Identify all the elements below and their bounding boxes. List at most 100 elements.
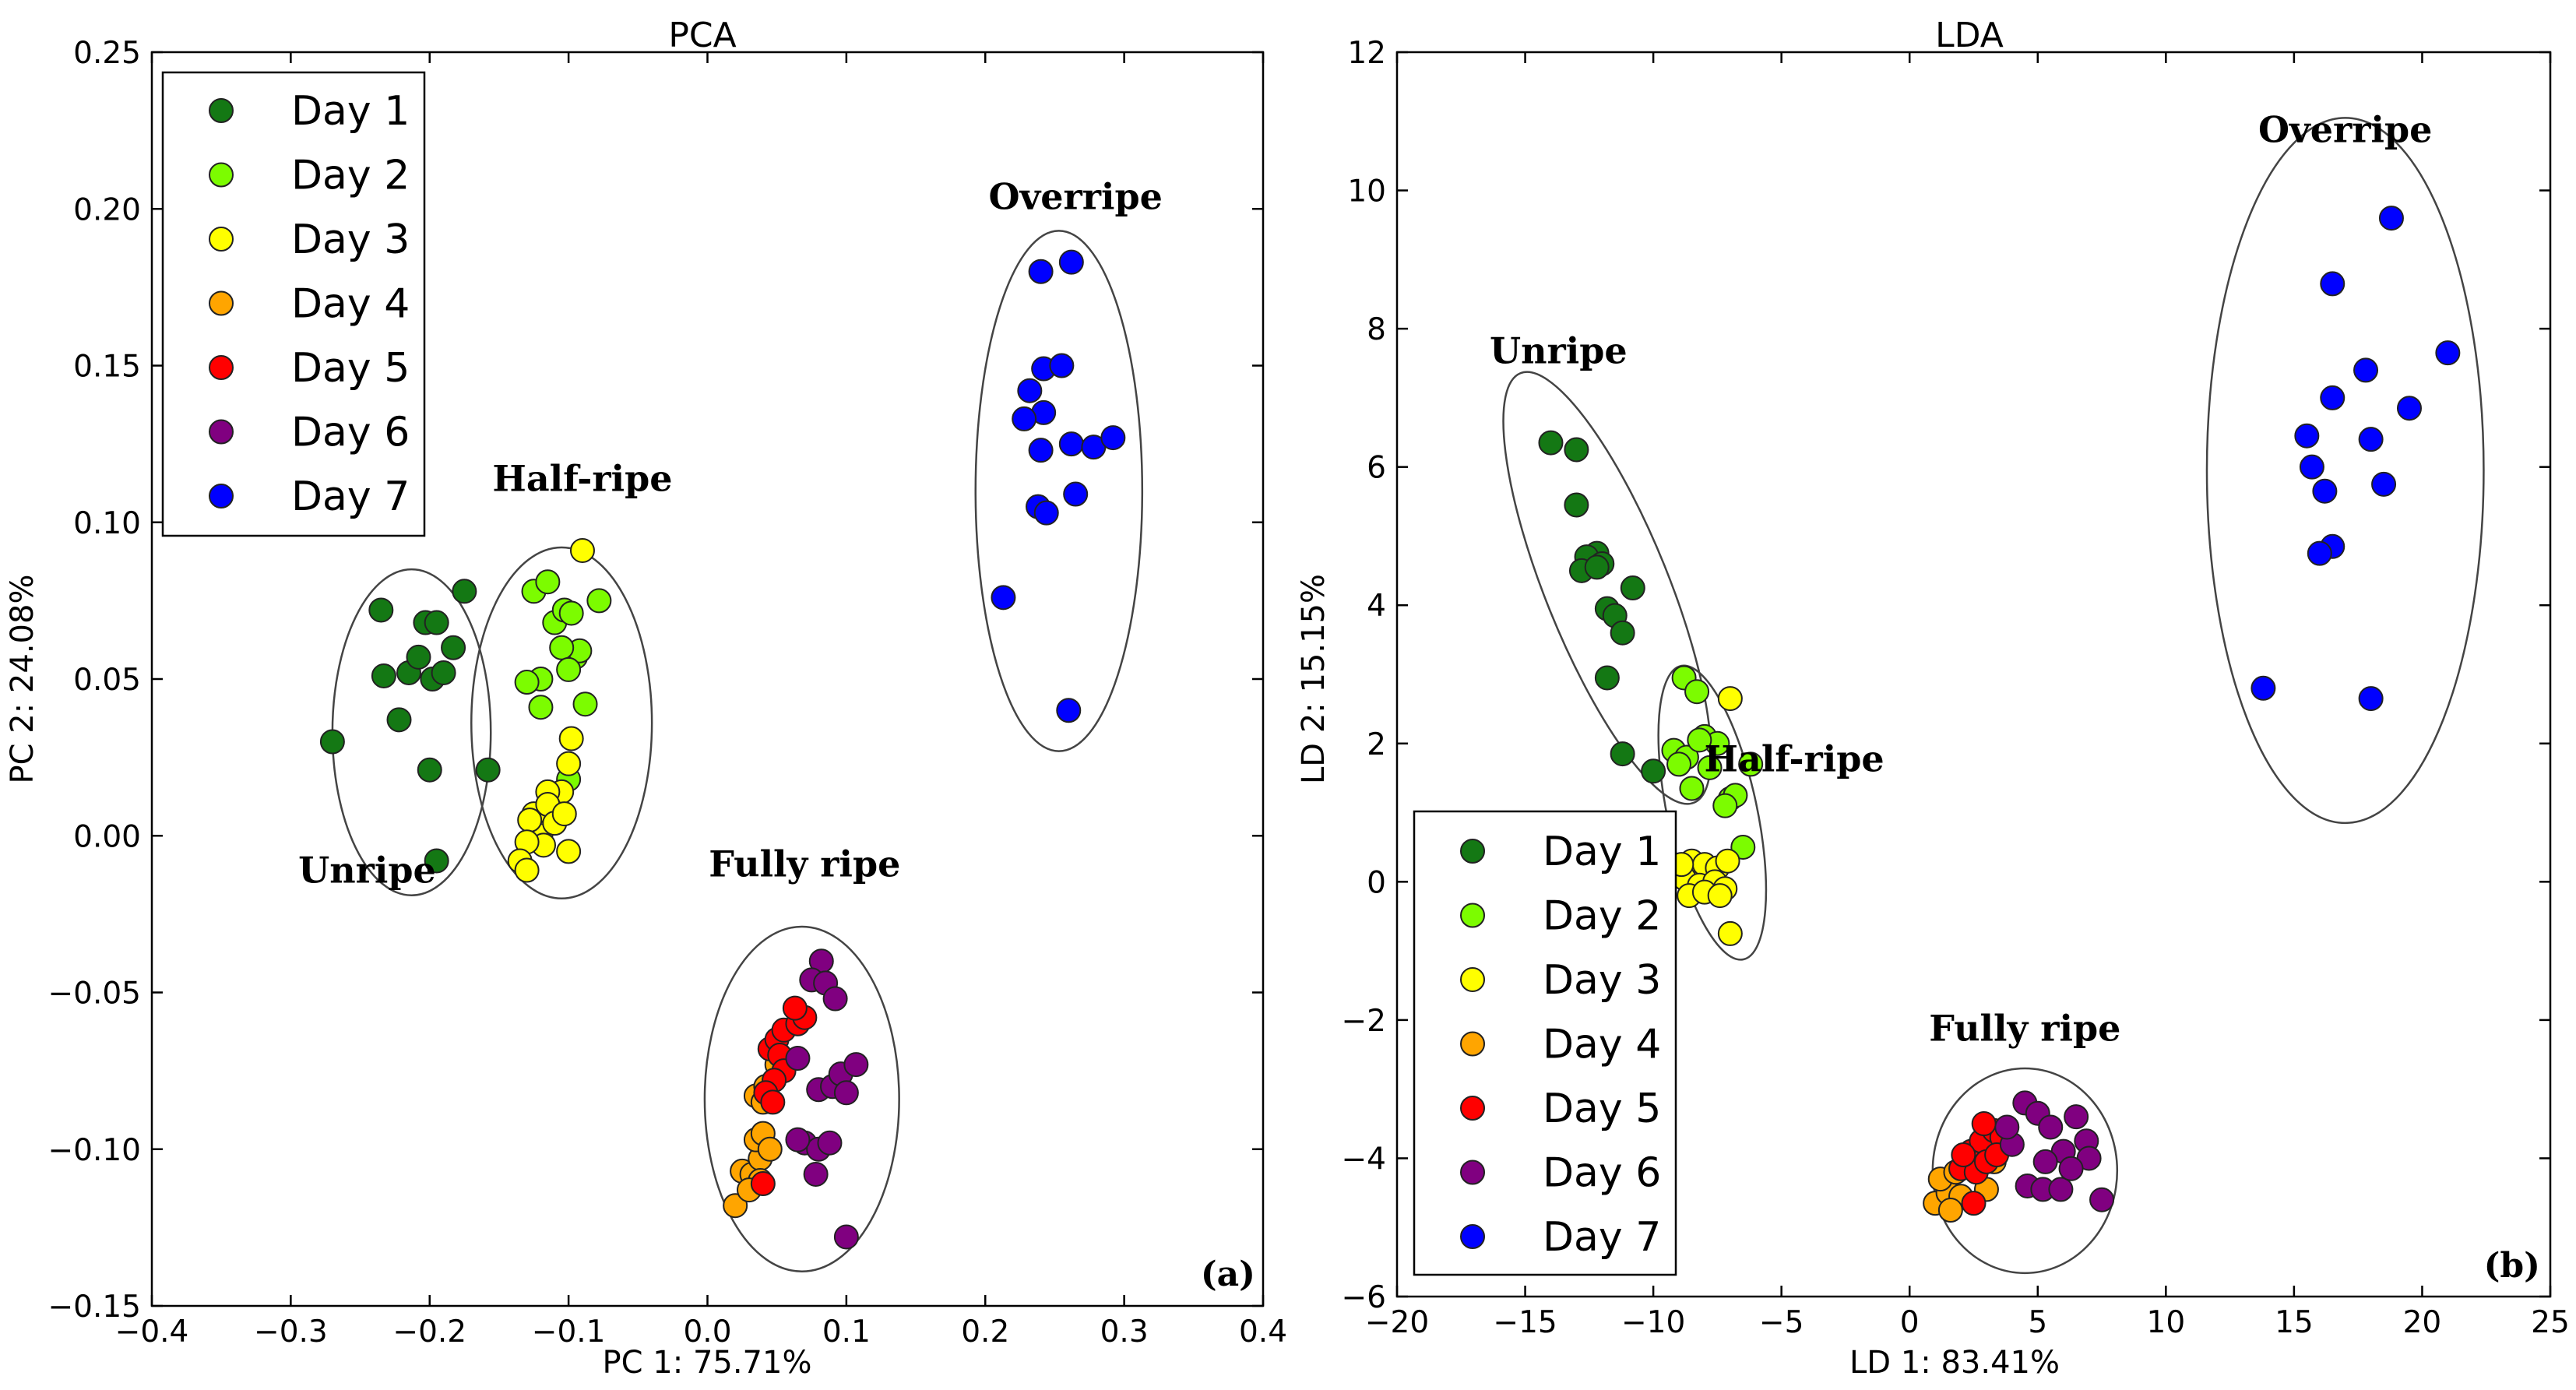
point-day-4 (1937, 1198, 1963, 1223)
point-day-6 (2038, 1114, 2064, 1140)
group-label-overripe: Overripe (988, 175, 1162, 217)
legend-label: Day 2 (1543, 893, 1661, 940)
point-day-2 (558, 600, 584, 626)
point-day-2 (1679, 776, 1705, 801)
group-label-half-ripe: Half-ripe (1705, 737, 1884, 779)
point-day-3 (1717, 686, 1743, 712)
y-tick-label: 0.15 (73, 350, 141, 385)
pca-data-points (319, 249, 1126, 1250)
point-day-7 (1012, 406, 1037, 431)
point-day-7 (1058, 431, 1084, 457)
legend-label: Day 5 (1543, 1086, 1661, 1132)
pca-cluster-ellipses (331, 230, 1144, 1272)
x-tick-label: 15 (2275, 1305, 2314, 1340)
point-day-2 (1684, 679, 1710, 705)
point-day-3 (1707, 883, 1733, 909)
legend-marker (1460, 1160, 1485, 1185)
legend-label: Day 6 (291, 410, 410, 456)
point-day-5 (1961, 1191, 1987, 1216)
point-day-1 (452, 579, 477, 604)
y-tick-label: 4 (1367, 589, 1386, 624)
legend-marker (209, 162, 234, 188)
point-day-2 (1738, 751, 1764, 777)
point-day-3 (558, 726, 584, 751)
x-tick-label: 0.2 (961, 1314, 1009, 1350)
point-day-6 (2089, 1187, 2115, 1212)
y-tick-label: −0.10 (48, 1133, 141, 1168)
point-day-1 (1594, 665, 1620, 691)
point-day-7 (1063, 481, 1089, 507)
legend-label: Day 4 (1543, 1022, 1661, 1068)
point-day-2 (1687, 727, 1712, 753)
x-tick-label: 10 (2147, 1305, 2186, 1340)
point-day-7 (1028, 259, 1054, 284)
point-day-6 (1994, 1114, 2020, 1140)
y-tick-label: −0.15 (48, 1290, 141, 1325)
x-tick-label: 0.0 (683, 1314, 731, 1350)
point-day-7 (2320, 385, 2345, 410)
legend-marker (209, 227, 234, 252)
x-tick-label: −0.4 (115, 1314, 189, 1350)
point-day-7 (1058, 249, 1084, 275)
legend-label: Day 1 (291, 88, 410, 135)
point-day-6 (822, 986, 848, 1012)
legend-label: Day 7 (291, 473, 410, 520)
point-day-2 (1666, 751, 1692, 777)
point-day-7 (2435, 340, 2461, 366)
point-day-7 (1100, 425, 1126, 451)
point-day-1 (417, 757, 442, 783)
group-label-fully-ripe: Fully ripe (709, 843, 900, 885)
point-day-7 (2353, 357, 2379, 383)
x-tick-label: 0.4 (1239, 1314, 1287, 1350)
point-day-2 (1712, 793, 1738, 818)
cluster-ellipse-unripe (331, 568, 492, 896)
lda-panel: LDA −20 −15 −10 −5 0 5 10 15 20 25 −6−4−202468101… (1296, 16, 2570, 1381)
point-day-4 (757, 1136, 783, 1162)
legend-label: Day 4 (291, 281, 410, 328)
point-day-7 (1049, 353, 1075, 378)
cluster-ellipse-unripe (1502, 371, 1712, 805)
cluster-ellipse-overripe (974, 230, 1144, 752)
point-day-7 (1017, 378, 1043, 403)
point-day-1 (1610, 741, 1635, 767)
point-day-5 (760, 1089, 786, 1115)
point-day-5 (1971, 1111, 1997, 1137)
y-tick-label: 0.05 (73, 663, 141, 698)
x-tick-label: 0.1 (822, 1314, 871, 1350)
point-day-1 (424, 848, 449, 874)
point-day-2 (1697, 755, 1723, 780)
legend-marker (1460, 1031, 1485, 1057)
point-day-6 (833, 1080, 859, 1106)
cluster-ellipse-half-ripe (470, 546, 653, 899)
point-day-7 (991, 585, 1016, 611)
y-tick-label: 0.10 (73, 506, 141, 541)
point-day-7 (1028, 438, 1054, 463)
y-tick-label: 2 (1367, 727, 1386, 762)
point-day-1 (441, 635, 466, 660)
pca-panel-tag: (a) (1201, 1255, 1255, 1294)
point-day-1 (1564, 492, 1589, 518)
x-tick-label: −5 (1759, 1305, 1804, 1340)
point-day-1 (1641, 758, 1666, 784)
legend-label: Day 5 (291, 345, 410, 392)
lda-x-axis-label: LD 1: 83.41% (1849, 1345, 2060, 1381)
pca-group-labels: Overripe Half-ripe Unripe Fully ripe (298, 175, 1163, 891)
pca-y-axis-label: PC 2: 24.08% (5, 575, 40, 784)
legend-marker (209, 355, 234, 380)
pca-title: PCA (668, 16, 736, 55)
point-day-2 (556, 656, 582, 682)
point-day-7 (2294, 423, 2320, 449)
legend-box (161, 71, 426, 537)
x-tick-label: −20 (1365, 1305, 1429, 1340)
point-day-6 (833, 1224, 859, 1250)
pca-plot-frame (150, 51, 1265, 1307)
legend-marker (209, 290, 234, 316)
point-day-1 (371, 663, 396, 688)
point-day-2 (549, 635, 575, 660)
y-tick-label: 0.00 (73, 819, 141, 854)
lda-cluster-ellipses (1502, 117, 2485, 1275)
x-tick-label: −0.2 (392, 1314, 466, 1350)
x-tick-label: 0.3 (1100, 1314, 1149, 1350)
point-day-7 (2250, 675, 2276, 701)
point-day-7 (2396, 396, 2422, 421)
